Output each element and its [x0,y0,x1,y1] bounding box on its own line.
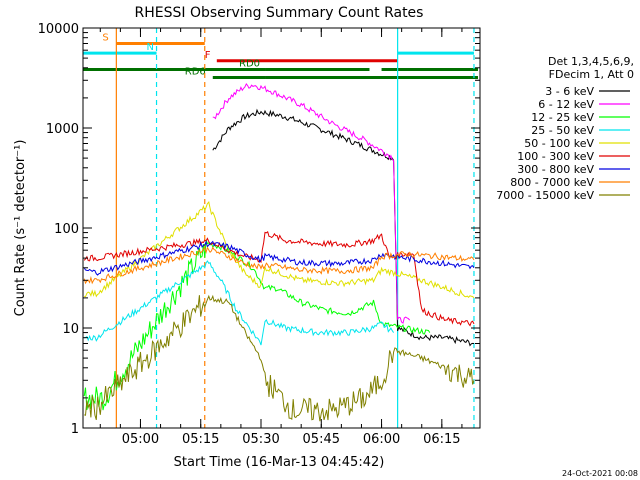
series-lines [83,82,475,422]
legend-label-8: 7000 - 15000 keV [496,189,594,202]
y-tick-label-4: 10000 [38,22,79,37]
x-tick-label-2: 05:30 [242,432,279,447]
x-tick-label-1: 05:15 [182,432,219,447]
y-tick-label-2: 100 [54,222,79,237]
series-line-1 [212,82,411,324]
y-tick-label-3: 1000 [46,122,79,137]
legend-label-5: 100 - 300 keV [517,150,594,163]
legend-label-2: 12 - 25 keV [531,111,594,124]
legend-header-line-1: Det 1,3,4,5,6,9, [548,55,634,68]
legend-label-6: 300 - 800 keV [517,163,594,176]
series-line-0 [212,108,475,347]
series-line-2 [83,239,431,411]
flag-label-f: F [205,50,211,61]
flag-label-rd6: RD6 [185,66,206,77]
y-axis-label: Count Rate (s⁻¹ detector⁻¹) [13,140,28,317]
y-tick-label-1: 10 [62,322,79,337]
legend-label-4: 50 - 100 keV [524,137,594,150]
plot-area [83,28,480,428]
legend-label-7: 800 - 7000 keV [510,176,594,189]
series-line-3 [84,260,395,346]
axes: 1 10 100 1000 10000 05:00 05:15 05:30 05:45 06:00… [38,22,481,447]
plot-background [83,28,480,428]
series-line-8 [84,294,475,422]
flag-label-s: S [102,32,108,43]
series-line-6 [83,240,475,276]
series-line-7 [83,246,475,285]
x-tick-label-0: 05:00 [122,432,159,447]
flag-label-rd0: RD0 [239,58,260,69]
x-axis-label: Start Time (16-Mar-13 04:45:42) [174,455,385,470]
legend-label-3: 25 - 50 keV [531,124,594,137]
footer-date: 24-Oct-2021 00:08 [562,469,638,478]
x-tick-label-4: 06:00 [363,432,400,447]
legend-header-line-2: FDecim 1, Att 0 [549,68,634,81]
x-tick-label-3: 05:45 [303,432,340,447]
flag-label-n: N [147,42,154,53]
series-line-4 [84,201,475,299]
legend-label-1: 6 - 12 keV [538,98,594,111]
x-tick-label-5: 06:15 [423,432,460,447]
y-tick-label-0: 1 [71,422,79,437]
chart-title: RHESSI Observing Summary Count Rates [135,5,424,21]
legend-label-0: 3 - 6 keV [545,85,594,98]
